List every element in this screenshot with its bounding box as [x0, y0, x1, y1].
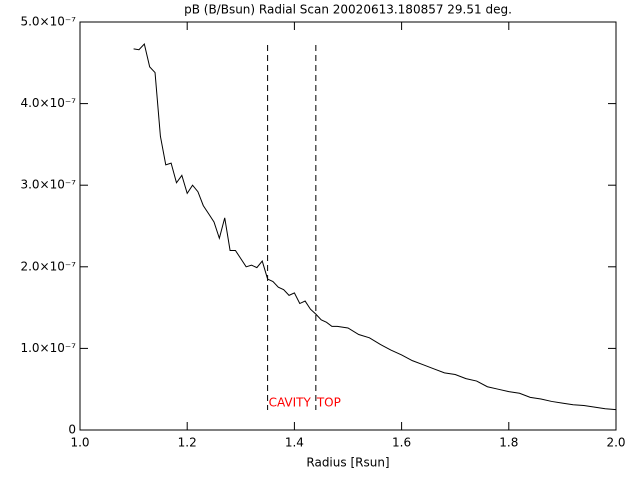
data-line	[133, 43, 617, 411]
y-tick-label: 3.0×10⁻⁷	[20, 178, 76, 192]
x-tick-label: 2.0	[606, 436, 625, 450]
y-tick-label: 5.0×10⁻⁷	[20, 15, 76, 29]
y-tick-label: 4.0×10⁻⁷	[20, 96, 76, 110]
y-tick-label: 2.0×10⁻⁷	[20, 259, 76, 273]
x-tick-label: 1.4	[285, 436, 304, 450]
y-tick-label: 1.0×10⁻⁷	[20, 341, 76, 355]
x-tick-label: 1.0	[70, 436, 89, 450]
chart-title: pB (B/Bsun) Radial Scan 20020613.180857 …	[184, 3, 512, 17]
y-tick-label: 0	[68, 423, 76, 437]
plot-frame	[79, 21, 617, 431]
x-axis-label: Radius [Rsun]	[306, 456, 389, 470]
annotation-label: TOP	[316, 396, 341, 410]
annotation-label: CAVITY	[269, 396, 312, 410]
x-tick-label: 1.6	[392, 436, 411, 450]
x-tick-label: 1.2	[178, 436, 197, 450]
x-tick-label: 1.8	[499, 436, 518, 450]
